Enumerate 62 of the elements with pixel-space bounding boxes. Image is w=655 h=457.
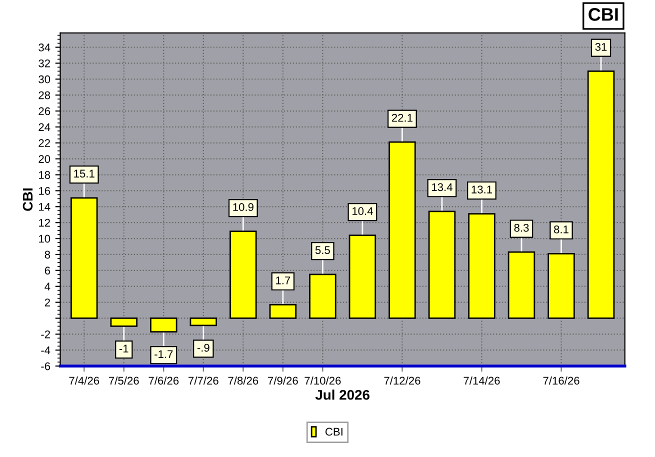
y-tick-label: 20 [38, 155, 50, 163]
bar [587, 70, 615, 319]
y-tick-label: 2 [44, 298, 50, 306]
y-tick-label: 14 [39, 203, 50, 211]
y-tick-label: 32 [38, 59, 50, 68]
legend-label: CBI [325, 428, 342, 436]
x-tick-label: 7/6/26 [148, 376, 179, 385]
bar [110, 318, 138, 327]
bar [70, 197, 98, 319]
data-label: 8.3 [514, 224, 529, 232]
data-label: 10.4 [352, 207, 373, 216]
data-label: 13.1 [472, 186, 492, 194]
bar [230, 230, 257, 319]
x-tick-label: 7/9/26 [268, 376, 298, 385]
x-tick-label: 7/14/26 [464, 376, 500, 385]
bar [348, 234, 376, 319]
y-tick-label: 28 [38, 91, 50, 100]
x-tick-label: 7/16/26 [543, 376, 580, 385]
y-tick-label: -4 [41, 346, 50, 354]
x-tick-label: 7/5/26 [109, 376, 139, 385]
data-label: 5.5 [315, 246, 330, 254]
x-tick-label: 7/4/26 [69, 376, 100, 385]
data-label: 10.9 [233, 203, 254, 212]
data-label: 31 [595, 42, 607, 51]
y-tick-label: 24 [38, 123, 50, 131]
y-tick-label: 6 [44, 266, 50, 275]
data-label: -1.7 [154, 350, 173, 358]
y-tick-label: 10 [39, 234, 50, 243]
bar [508, 251, 536, 319]
bar [388, 141, 416, 319]
data-label: 1.7 [276, 276, 290, 284]
bar [428, 210, 456, 319]
x-tick-label: 7/8/26 [228, 376, 258, 385]
y-tick-label: 12 [39, 218, 50, 227]
y-tick-label: 34 [38, 44, 50, 52]
bar [548, 252, 575, 319]
y-tick-label: 8 [44, 250, 50, 259]
bar [150, 318, 178, 332]
y-tick-label: 22 [38, 139, 50, 147]
x-tick-label: 7/12/26 [384, 376, 420, 385]
x-tick-label: 7/10/26 [304, 376, 341, 385]
data-label: -1 [119, 344, 128, 352]
data-label: 13.4 [432, 183, 452, 192]
y-tick-label: 30 [38, 75, 50, 84]
y-tick-label: 4 [44, 282, 50, 290]
data-label: 15.1 [74, 170, 94, 178]
y-tick-label: -2 [41, 330, 50, 338]
x-axis-title: Jul 2026 [315, 390, 370, 400]
y-tick-label: 18 [39, 171, 50, 179]
x-tick-label: 7/7/26 [188, 376, 218, 385]
chart-title: CBI [588, 8, 618, 21]
bar [190, 318, 218, 326]
data-label: -.9 [197, 344, 210, 352]
y-axis-title: CBI [22, 188, 33, 211]
bar [468, 213, 496, 319]
y-tick-label: 26 [38, 107, 50, 116]
data-label: 8.1 [554, 225, 568, 234]
y-tick-label: 16 [39, 186, 50, 195]
bar [269, 304, 297, 319]
data-label: 22.1 [392, 114, 412, 122]
bar [309, 274, 336, 319]
y-tick-label: -6 [41, 362, 50, 370]
